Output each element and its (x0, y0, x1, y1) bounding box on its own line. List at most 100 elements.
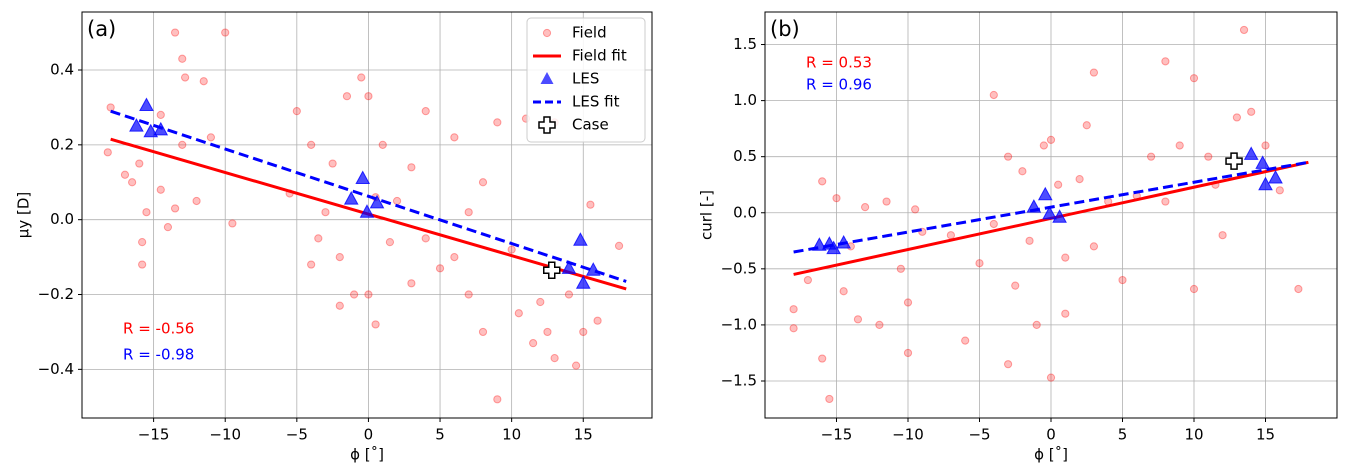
field-point (199, 77, 208, 86)
les-point (1255, 155, 1270, 169)
les-point (355, 170, 371, 185)
panel-label: (a) (87, 17, 116, 41)
field-point (181, 73, 190, 82)
les-point (139, 97, 154, 112)
x-tick-label: −5 (968, 426, 990, 444)
field-point (138, 260, 147, 269)
field-point (903, 298, 913, 307)
field-point (1011, 281, 1020, 290)
y-axis-label: curl [-] (698, 190, 716, 240)
les-point (573, 232, 588, 246)
field-point (564, 290, 574, 299)
field-point (163, 223, 173, 232)
field-point (1075, 175, 1084, 184)
field-point (1004, 152, 1013, 161)
field-point (882, 197, 891, 206)
field-point (1118, 275, 1127, 285)
field-point (1175, 141, 1184, 150)
field-point (478, 178, 488, 187)
x-tick-label: 10 (1184, 426, 1203, 444)
y-axis-label: μy [D] (15, 192, 33, 238)
y-tick-label: −0.2 (38, 285, 74, 303)
field-point (450, 252, 459, 262)
annotation: R = -0.56 (123, 320, 194, 338)
field-point (307, 260, 316, 269)
field-point (493, 395, 502, 404)
field-point (536, 297, 545, 307)
x-tick-label: −10 (209, 426, 241, 444)
field-point (371, 320, 380, 329)
field-point (342, 92, 352, 101)
les-point (1042, 205, 1057, 220)
field-point (1294, 284, 1303, 294)
legend-swatch (540, 72, 554, 84)
x-tick-label: −5 (286, 426, 308, 444)
field-point (789, 324, 798, 333)
y-tick-label: 0.4 (50, 61, 74, 79)
legend-label: LES fit (572, 93, 620, 111)
y-tick-label: −0.4 (38, 360, 74, 378)
field-point (128, 178, 137, 187)
field-point (1046, 373, 1056, 382)
field-point (314, 234, 323, 243)
field-point (206, 133, 215, 142)
field-point (335, 252, 344, 262)
field-point (1025, 236, 1034, 245)
x-tick-label: 5 (435, 426, 445, 444)
field-point (1239, 25, 1249, 35)
field-point (385, 238, 395, 247)
field-point (357, 73, 366, 82)
field-point (818, 177, 827, 186)
y-tick-label: −0.5 (721, 259, 757, 277)
field-point (543, 327, 552, 337)
field-point (1054, 180, 1063, 189)
field-point (1147, 152, 1156, 161)
field-point (228, 219, 237, 228)
legend-label: Field fit (572, 47, 627, 65)
field-point (903, 348, 913, 358)
field-point (989, 90, 998, 100)
y-tick-label: −1.0 (721, 315, 757, 333)
field-point (1039, 141, 1048, 150)
field-point (450, 133, 459, 142)
les-point (343, 191, 359, 205)
field-point (1032, 320, 1041, 330)
field-point (106, 103, 115, 112)
field-point (853, 315, 863, 324)
field-point (1204, 152, 1213, 161)
field-point (789, 305, 798, 314)
x-tick-label: 0 (364, 426, 374, 444)
field-point (170, 204, 180, 213)
fit-line (110, 109, 627, 283)
field-point (1082, 121, 1091, 130)
field-point (825, 394, 834, 404)
field-point (120, 170, 130, 179)
field-point (839, 287, 848, 296)
les-point (129, 118, 144, 132)
field-point (407, 279, 416, 288)
les-point (143, 123, 159, 138)
field-point (335, 301, 344, 310)
fit-line (793, 160, 1309, 254)
field-point (586, 200, 595, 209)
legend-label: Case (572, 116, 609, 134)
field-point (138, 238, 147, 247)
case-point (1225, 152, 1243, 170)
field-point (1061, 309, 1070, 318)
field-point (529, 339, 538, 348)
plot-area (103, 28, 627, 404)
field-point (514, 309, 523, 318)
axes-frame (764, 11, 1338, 419)
field-point (1004, 360, 1013, 369)
x-tick-label: 15 (1256, 426, 1275, 444)
field-point (103, 148, 112, 157)
les-point (369, 194, 385, 209)
field-point (803, 275, 813, 285)
field-point (307, 140, 316, 149)
y-tick-label: −1.5 (721, 371, 757, 389)
y-tick-label: 1.5 (733, 35, 757, 53)
field-point (1046, 135, 1056, 144)
field-point (1218, 231, 1227, 240)
legend-box (526, 17, 646, 143)
field-point (478, 327, 488, 337)
